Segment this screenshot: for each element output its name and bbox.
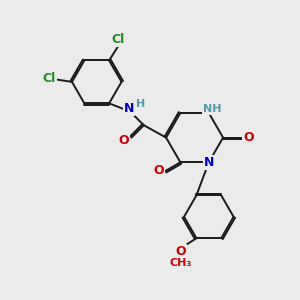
Text: Cl: Cl — [42, 72, 56, 85]
Text: N: N — [204, 156, 214, 169]
Text: Cl: Cl — [112, 33, 125, 46]
Text: CH₃: CH₃ — [169, 258, 191, 268]
Text: O: O — [243, 131, 254, 144]
Text: H: H — [136, 99, 145, 109]
Text: O: O — [153, 164, 164, 178]
Text: O: O — [175, 245, 186, 258]
Text: N: N — [124, 102, 134, 115]
Text: O: O — [119, 134, 129, 147]
Text: NH: NH — [203, 104, 222, 114]
